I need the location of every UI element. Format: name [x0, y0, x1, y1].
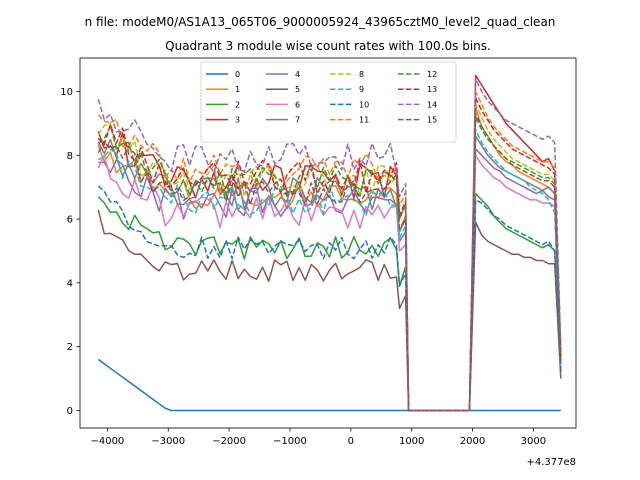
- legend-label-15: 15: [427, 116, 437, 125]
- series-line-8: [97, 103, 562, 412]
- x-axis: −4000 −3000 −2000 −1000 0 1000 2000 3000: [90, 428, 546, 447]
- series-line-2: [97, 192, 562, 412]
- series-line-12: [97, 116, 562, 412]
- legend-label-7: 7: [295, 116, 300, 125]
- x-tick-label: −2000: [212, 436, 246, 447]
- series-line-11: [97, 90, 562, 412]
- legend-label-2: 2: [235, 100, 240, 109]
- legend-label-10: 10: [359, 100, 369, 109]
- series-line-9: [97, 129, 562, 412]
- legend-label-11: 11: [359, 116, 369, 125]
- legend-label-3: 3: [235, 116, 240, 125]
- legend-label-14: 14: [427, 100, 437, 109]
- x-tick-label: 3000: [521, 436, 546, 447]
- series-line-0: [97, 358, 561, 412]
- plot-area: [97, 74, 562, 412]
- chart-title: Quadrant 3 module wise count rates with …: [165, 39, 491, 53]
- legend-label-8: 8: [359, 70, 364, 79]
- x-tick-label: −1000: [273, 436, 307, 447]
- series-line-4: [98, 148, 562, 412]
- axes-frame: [79, 57, 577, 429]
- series-line-13: [97, 97, 562, 412]
- y-tick-label: 8: [67, 151, 73, 162]
- legend-frame: [200, 61, 457, 143]
- y-tick-label: 10: [60, 87, 73, 98]
- x-tick-label: 1000: [399, 436, 424, 447]
- legend-label-1: 1: [235, 85, 240, 94]
- y-tick-label: 2: [67, 342, 73, 353]
- x-axis-offset-label: +4.377e8: [526, 457, 576, 468]
- y-tick-label: 6: [67, 215, 73, 226]
- legend-label-12: 12: [427, 70, 437, 79]
- x-tick-label: −4000: [90, 436, 124, 447]
- x-tick-label: −3000: [151, 436, 185, 447]
- legend-label-13: 13: [427, 85, 437, 94]
- legend-label-4: 4: [295, 70, 300, 79]
- series-line-1: [97, 106, 562, 412]
- series-line-3: [97, 74, 562, 412]
- legend-label-6: 6: [295, 100, 300, 109]
- y-tick-label: 4: [67, 278, 73, 289]
- legend-label-9: 9: [359, 85, 364, 94]
- series-line-15: [97, 113, 562, 412]
- legend-label-0: 0: [235, 70, 240, 79]
- y-tick-label: 0: [67, 406, 73, 417]
- figure-suptitle: n file: modeM0/AS1A13_065T06_9000005924_…: [85, 15, 556, 29]
- x-tick-label: 2000: [460, 436, 485, 447]
- x-tick-label: 0: [348, 436, 354, 447]
- y-axis: 0 2 4 6 8 10: [60, 87, 80, 417]
- series-line-5: [97, 209, 562, 412]
- series-line-14: [97, 77, 562, 412]
- legend-label-5: 5: [295, 85, 300, 94]
- series-line-10: [97, 185, 562, 412]
- series-line-6: [97, 154, 562, 412]
